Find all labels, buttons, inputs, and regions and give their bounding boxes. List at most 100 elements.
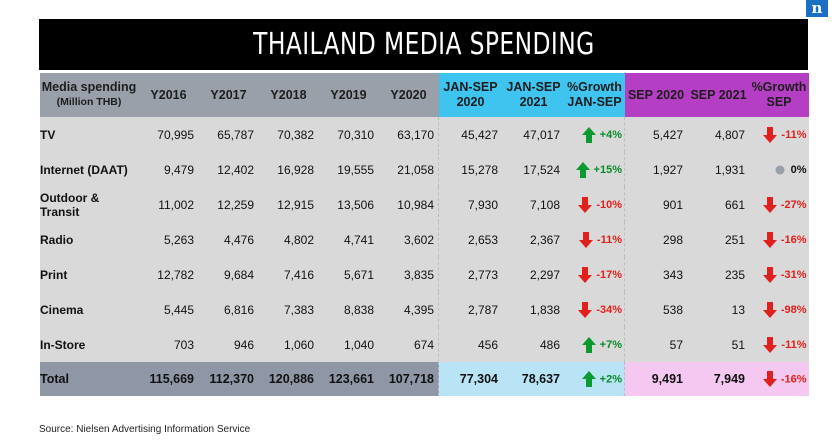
dot-icon: [773, 162, 791, 176]
row-label: TV: [39, 117, 139, 152]
cell-growth-jan-sep: -34%: [564, 292, 625, 327]
header-y2016: Y2016: [138, 73, 199, 117]
row-label: Print: [39, 257, 139, 292]
cell-sep2021: 7,949: [687, 362, 750, 396]
cell-y2020: 107,718: [378, 362, 439, 396]
cell-y2016: 12,782: [138, 257, 199, 292]
cell-y2018: 16,928: [258, 152, 319, 187]
row-label: Outdoor & Transit: [39, 187, 139, 222]
cell-y2020: 10,984: [378, 187, 439, 222]
header-y2018: Y2018: [258, 73, 319, 117]
cell-y2020: 674: [378, 327, 439, 362]
cell-js2020: 7,930: [438, 187, 503, 222]
cell-y2017: 112,370: [198, 362, 259, 396]
growth-value: -17%: [596, 268, 622, 281]
cell-js2021: 7,108: [502, 187, 565, 222]
cell-sep2020: 1,927: [624, 152, 688, 187]
cell-js2020: 77,304: [438, 362, 503, 396]
cell-growth-jan-sep: -11%: [564, 222, 625, 257]
cell-sep2020: 901: [624, 187, 688, 222]
growth-value: -31%: [780, 268, 807, 281]
cell-sep2021: 661: [687, 187, 750, 222]
cell-growth-sep: -11%: [749, 327, 809, 362]
header-growth-sep: %Growth SEP: [749, 73, 809, 117]
cell-y2016: 703: [138, 327, 199, 362]
brand-logo: n: [806, 0, 828, 17]
cell-y2018: 7,383: [258, 292, 319, 327]
cell-js2021: 2,367: [502, 222, 565, 257]
table-row: Internet (DAAT) 9,479 12,402 16,928 19,555 21…: [39, 152, 809, 187]
cell-sep2020: 5,427: [624, 117, 688, 152]
cell-js2021: 17,524: [502, 152, 565, 187]
cell-growth-sep: -31%: [749, 257, 809, 292]
table-row: Outdoor & Transit 11,002 12,259 12,915 13,50…: [39, 187, 809, 222]
cell-sep2021: 235: [687, 257, 750, 292]
header-media-spending: Media spending (Million THB): [39, 73, 139, 117]
cell-y2019: 4,741: [318, 222, 379, 257]
cell-y2020: 3,835: [378, 257, 439, 292]
cell-y2019: 19,555: [318, 152, 379, 187]
cell-js2021: 78,637: [502, 362, 565, 396]
arrow-down-icon: [763, 126, 781, 143]
cell-y2020: 4,395: [378, 292, 439, 327]
arrow-down-icon: [763, 336, 781, 353]
arrow-up-icon: [581, 126, 600, 143]
arrow-down-icon: [762, 231, 781, 248]
cell-y2017: 4,476: [198, 222, 259, 257]
cell-y2016: 9,479: [138, 152, 199, 187]
cell-growth-jan-sep: +2%: [564, 362, 625, 396]
cell-y2018: 120,886: [258, 362, 319, 396]
cell-sep2020: 298: [624, 222, 688, 257]
table-row: Radio 5,263 4,476 4,802 4,741 3,602 2,653 2,367…: [39, 222, 809, 257]
cell-y2018: 7,416: [258, 257, 319, 292]
cell-sep2020: 343: [624, 257, 688, 292]
growth-value: -34%: [596, 303, 622, 316]
cell-y2019: 8,838: [318, 292, 379, 327]
cell-growth-jan-sep: -10%: [564, 187, 625, 222]
cell-y2019: 1,040: [318, 327, 379, 362]
header-y2017: Y2017: [198, 73, 259, 117]
growth-value: 0%: [790, 163, 807, 176]
cell-growth-sep: -27%: [749, 187, 809, 222]
cell-js2020: 45,427: [438, 117, 503, 152]
cell-sep2021: 51: [687, 327, 750, 362]
cell-y2019: 5,671: [318, 257, 379, 292]
cell-y2016: 11,002: [138, 187, 199, 222]
row-label: Cinema: [39, 292, 139, 327]
cell-y2016: 115,669: [138, 362, 199, 396]
arrow-down-icon: [578, 301, 596, 318]
cell-js2020: 2,787: [438, 292, 503, 327]
arrow-up-icon: [575, 161, 594, 178]
cell-y2019: 70,310: [318, 117, 379, 152]
cell-y2019: 123,661: [318, 362, 379, 396]
cell-growth-sep: -11%: [749, 117, 809, 152]
cell-y2017: 65,787: [198, 117, 259, 152]
cell-y2018: 4,802: [258, 222, 319, 257]
cell-js2021: 47,017: [502, 117, 565, 152]
arrow-down-icon: [578, 196, 596, 213]
header-y2019: Y2019: [318, 73, 379, 117]
cell-growth-sep: 0%: [749, 152, 809, 187]
cell-js2021: 2,297: [502, 257, 565, 292]
arrow-down-icon: [762, 301, 781, 318]
row-label: Internet (DAAT): [39, 152, 139, 187]
cell-y2017: 6,816: [198, 292, 259, 327]
cell-y2019: 13,506: [318, 187, 379, 222]
cell-sep2020: 9,491: [624, 362, 688, 396]
cell-sep2020: 538: [624, 292, 688, 327]
page-title: THAILAND MEDIA SPENDING: [39, 19, 808, 70]
header-jan-sep-2020: JAN-SEP 2020: [438, 73, 503, 117]
cell-y2017: 946: [198, 327, 259, 362]
table-row: TV 70,995 65,787 70,382 70,310 63,170 45,427 47…: [39, 117, 809, 152]
cell-y2016: 5,445: [138, 292, 199, 327]
growth-value: +2%: [599, 373, 622, 386]
cell-y2016: 70,995: [138, 117, 199, 152]
cell-y2018: 70,382: [258, 117, 319, 152]
total-row: Total 115,669 112,370 120,886 123,661 107,718…: [39, 362, 809, 396]
cell-js2020: 2,773: [438, 257, 503, 292]
table-row: In-Store 703 946 1,060 1,040 674 456 486 +7% 57 51…: [39, 327, 809, 362]
source-note: Source: Nielsen Advertising Information …: [39, 424, 251, 435]
row-label: Total: [39, 362, 139, 396]
cell-y2020: 63,170: [378, 117, 439, 152]
table-row: Cinema 5,445 6,816 7,383 8,838 4,395 2,787 1,83…: [39, 292, 809, 327]
